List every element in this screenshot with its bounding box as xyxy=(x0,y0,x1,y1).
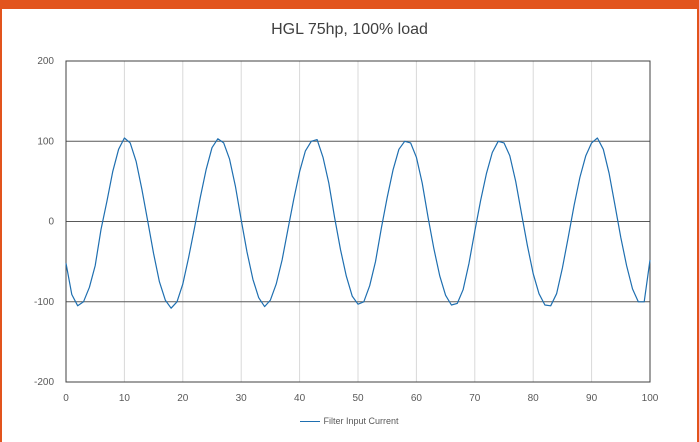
x-tick-label: 20 xyxy=(177,393,189,404)
legend: Filter Input Current xyxy=(0,416,699,426)
y-tick-label: 0 xyxy=(48,217,54,228)
x-tick-label: 40 xyxy=(294,393,306,404)
y-tick-label: -200 xyxy=(34,377,54,388)
x-tick-label: 60 xyxy=(411,393,423,404)
chart-title: HGL 75hp, 100% load xyxy=(271,21,428,38)
y-tick-label: 100 xyxy=(37,136,54,147)
y-tick-label: -100 xyxy=(34,297,54,308)
x-tick-label: 50 xyxy=(352,393,364,404)
plot-border xyxy=(65,60,651,383)
x-tick-label: 0 xyxy=(63,393,69,404)
x-tick-label: 30 xyxy=(236,393,248,404)
x-tick-label: 100 xyxy=(642,393,659,404)
y-tick-label: 200 xyxy=(37,56,54,67)
x-tick-label: 90 xyxy=(586,393,598,404)
series-line xyxy=(65,137,651,309)
x-tick-label: 10 xyxy=(119,393,131,404)
legend-label: Filter Input Current xyxy=(323,416,399,426)
x-tick-label: 80 xyxy=(528,393,540,404)
legend-swatch xyxy=(300,420,321,422)
x-tick-label: 70 xyxy=(469,393,481,404)
